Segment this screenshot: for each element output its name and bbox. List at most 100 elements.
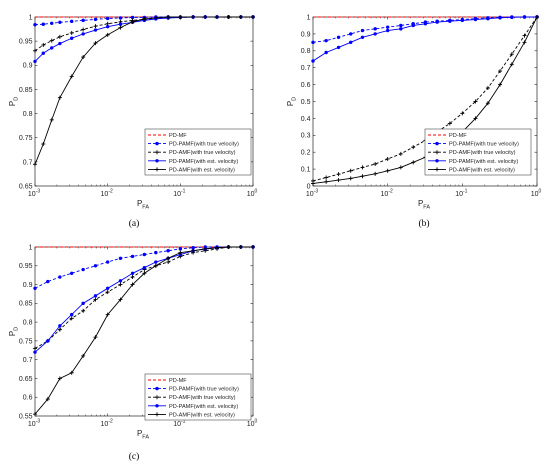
x-tick-label: 100 bbox=[247, 419, 258, 429]
data-point bbox=[251, 15, 255, 19]
data-point bbox=[399, 27, 403, 31]
data-point bbox=[336, 178, 341, 183]
data-point bbox=[69, 316, 74, 321]
data-point bbox=[118, 16, 123, 20]
legend-label: PD-AMF(with est. velocity) bbox=[449, 167, 515, 173]
data-point bbox=[473, 99, 478, 104]
x-tick-base: 10 bbox=[247, 191, 255, 198]
data-point bbox=[411, 160, 416, 165]
data-point bbox=[311, 40, 315, 45]
x-axis-label-main: P bbox=[418, 199, 423, 208]
data-point bbox=[166, 15, 171, 19]
x-tick-base: 10 bbox=[381, 191, 389, 198]
x-tick-base: 10 bbox=[173, 191, 181, 198]
data-point bbox=[33, 350, 37, 354]
data-point bbox=[46, 339, 50, 343]
data-point bbox=[191, 15, 196, 19]
data-point bbox=[522, 33, 527, 38]
legend-entry: PD-PAMF(with true velocity) bbox=[148, 142, 239, 148]
x-axis-label: PFA bbox=[137, 429, 149, 441]
data-point bbox=[155, 159, 159, 163]
legend-label: PD-MF bbox=[169, 378, 187, 384]
series-4 bbox=[311, 15, 539, 63]
y-tick-label: 0.9 bbox=[23, 282, 33, 289]
x-tick-base: 10 bbox=[101, 191, 109, 198]
x-tick-base: 10 bbox=[28, 421, 36, 428]
data-point bbox=[522, 15, 527, 19]
data-point bbox=[373, 171, 378, 176]
x-axis-label: PFA bbox=[137, 199, 149, 211]
y-tick-label: 0.75 bbox=[19, 338, 33, 345]
data-point bbox=[154, 260, 158, 264]
legend-label: PD-AMF(with true velocity) bbox=[169, 150, 236, 156]
data-point bbox=[251, 245, 255, 249]
data-point bbox=[336, 35, 341, 39]
data-point bbox=[118, 297, 123, 302]
data-point bbox=[81, 27, 86, 32]
data-point bbox=[41, 22, 45, 26]
y-tick-label: 0.4 bbox=[301, 116, 311, 123]
x-tick-exponent: -1 bbox=[181, 419, 186, 425]
x-tick-exponent: -3 bbox=[36, 419, 41, 425]
data-point bbox=[153, 15, 158, 20]
data-point bbox=[105, 32, 110, 37]
data-point bbox=[373, 27, 377, 31]
data-point bbox=[153, 263, 158, 268]
data-point bbox=[81, 32, 85, 36]
legend-entry: PD-PAMF(with true velocity) bbox=[428, 142, 519, 148]
data-point bbox=[105, 260, 110, 264]
data-point bbox=[69, 370, 74, 375]
data-point bbox=[435, 20, 439, 24]
x-tick-exponent: -2 bbox=[108, 419, 113, 425]
chart-panel-1: 10-3 10-2 10-1 1000.650.70.750.80.850.90.95… bbox=[8, 14, 258, 229]
data-point bbox=[509, 62, 514, 67]
x-tick-label: 100 bbox=[247, 189, 258, 199]
data-point bbox=[70, 36, 74, 40]
x-tick-label: 10-1 bbox=[455, 189, 467, 199]
y-axis-label: PD bbox=[8, 327, 20, 336]
data-point bbox=[373, 162, 378, 167]
data-point bbox=[41, 51, 45, 55]
data-point bbox=[130, 19, 135, 24]
data-point bbox=[324, 179, 329, 184]
legend: PD-MF PD-PAMF(with true velocity) PD-AMF(w… bbox=[424, 128, 532, 176]
data-point bbox=[33, 59, 37, 64]
x-tick-exponent: 0 bbox=[539, 189, 542, 195]
data-point bbox=[49, 117, 54, 122]
legend-label: PD-PAMF(with est. velocity) bbox=[169, 159, 238, 165]
data-point bbox=[105, 16, 110, 21]
legend-box bbox=[144, 373, 252, 421]
y-tick-label: 1 bbox=[29, 244, 33, 251]
x-tick-base: 10 bbox=[306, 191, 314, 198]
panel-caption: (c) bbox=[129, 451, 140, 462]
x-tick-exponent: -1 bbox=[181, 189, 186, 195]
data-point bbox=[498, 69, 503, 74]
y-tick-label: 0.95 bbox=[19, 263, 33, 270]
data-point bbox=[33, 48, 37, 53]
y-axis-label-subscript: D bbox=[292, 97, 298, 101]
y-tick-label: 0.65 bbox=[19, 376, 33, 383]
y-tick-label: 0.8 bbox=[301, 48, 311, 55]
data-point bbox=[385, 25, 390, 29]
data-point bbox=[203, 246, 208, 251]
data-point bbox=[50, 21, 54, 25]
data-point bbox=[324, 38, 328, 43]
legend-box bbox=[424, 128, 532, 176]
x-axis-label-main: P bbox=[137, 199, 142, 208]
data-point bbox=[118, 279, 123, 283]
data-point bbox=[155, 386, 159, 391]
data-point bbox=[81, 308, 86, 313]
data-point bbox=[385, 28, 390, 33]
data-point bbox=[142, 265, 147, 270]
data-point bbox=[45, 397, 50, 402]
data-point bbox=[191, 248, 196, 253]
legend-entry: PD-AMF(with true velocity) bbox=[428, 150, 516, 156]
x-tick-base: 10 bbox=[531, 191, 539, 198]
x-tick-label: 10-1 bbox=[173, 419, 185, 429]
y-tick-label: 0.55 bbox=[19, 413, 33, 420]
data-point bbox=[81, 301, 85, 306]
y-tick-label: 0.85 bbox=[19, 87, 33, 94]
data-point bbox=[155, 412, 159, 417]
x-tick-label: 10-2 bbox=[101, 189, 113, 199]
